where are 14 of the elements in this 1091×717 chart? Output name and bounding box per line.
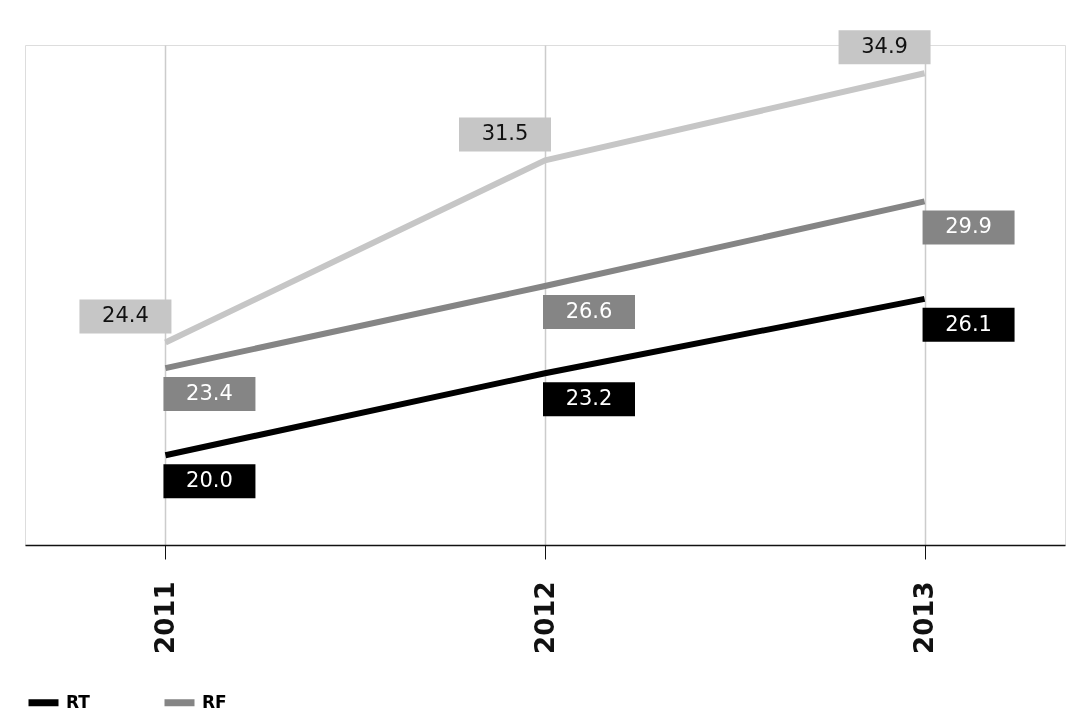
data-label: 23.2 — [565, 386, 613, 411]
legend-label: RF — [202, 691, 227, 712]
legend-label: RT — [66, 691, 91, 712]
x-tick-label: 2012 — [529, 581, 560, 654]
data-label: 20.0 — [186, 468, 233, 493]
data-label: 26.1 — [945, 311, 992, 336]
data-label: 24.4 — [102, 303, 149, 328]
data-label: 23.4 — [186, 381, 233, 406]
data-label: 31.5 — [481, 121, 529, 146]
x-tick-label: 2011 — [149, 581, 180, 654]
data-label: 34.9 — [861, 34, 908, 59]
data-label: 26.6 — [565, 299, 613, 324]
data-label: 29.9 — [945, 214, 992, 239]
x-tick-label: 2013 — [909, 581, 940, 654]
